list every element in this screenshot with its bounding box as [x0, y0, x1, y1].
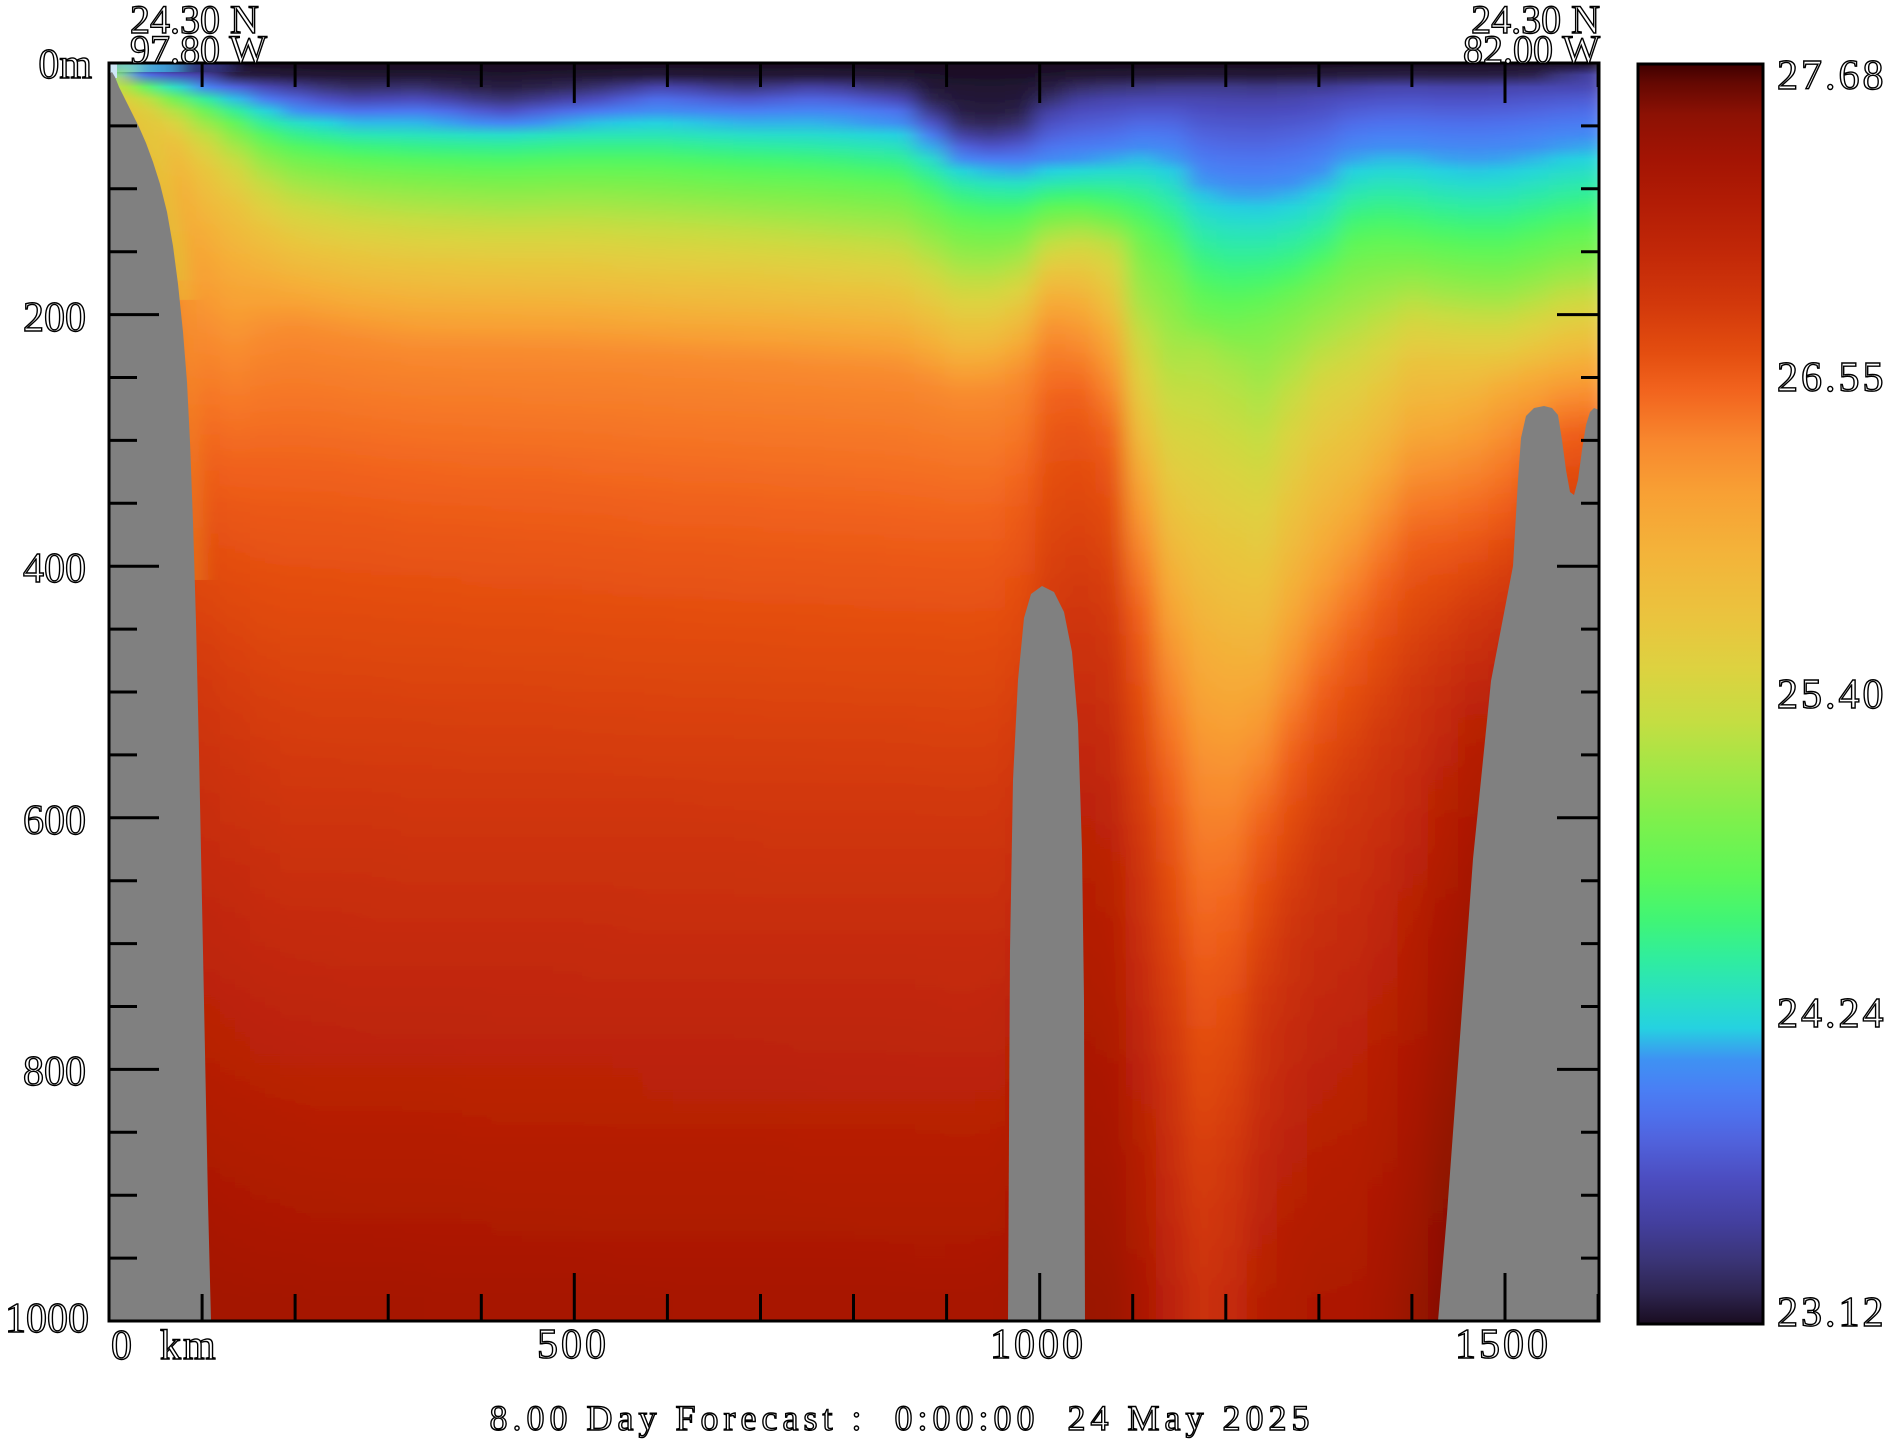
svg-text:600: 600 — [23, 798, 86, 844]
svg-text:97.80 W: 97.80 W — [130, 27, 267, 72]
svg-text:24.24: 24.24 — [1777, 991, 1887, 1037]
svg-text:24.30 N: 24.30 N — [130, 0, 259, 42]
svg-text:82.00 W: 82.00 W — [1463, 27, 1600, 72]
svg-text:26.55: 26.55 — [1777, 355, 1887, 401]
svg-text:0: 0 — [111, 1323, 132, 1369]
svg-text:800: 800 — [23, 1049, 86, 1095]
svg-text:500: 500 — [537, 1322, 609, 1368]
svg-text:23.12: 23.12 — [1777, 1290, 1887, 1336]
svg-text:24.30 N: 24.30 N — [1471, 0, 1600, 42]
svg-text:8.00 Day Forecast : 0:00:00: 8.00 Day Forecast : 0:00:00 24 May 2025 — [490, 1398, 1315, 1438]
svg-text:1000: 1000 — [990, 1322, 1086, 1368]
svg-text:1000: 1000 — [5, 1296, 89, 1342]
svg-text:27.68: 27.68 — [1777, 53, 1887, 99]
svg-text:400: 400 — [23, 546, 86, 592]
svg-text:km: km — [160, 1323, 218, 1369]
svg-text:25.40: 25.40 — [1777, 672, 1887, 718]
svg-text:0m: 0m — [38, 42, 92, 88]
svg-text:1500: 1500 — [1455, 1322, 1551, 1368]
svg-text:200: 200 — [23, 295, 86, 341]
